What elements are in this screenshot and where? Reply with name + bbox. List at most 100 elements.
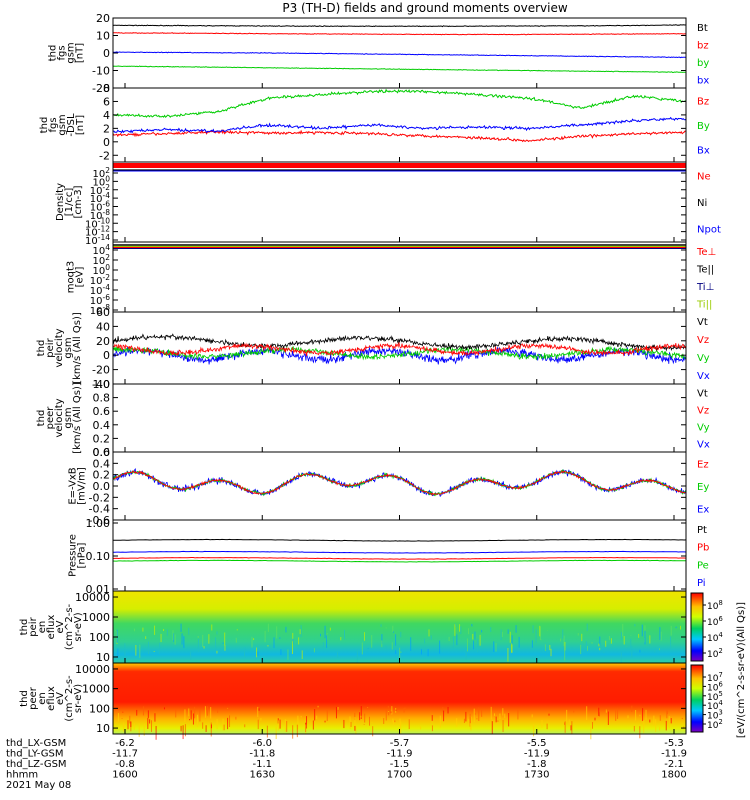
panel-efield: -0.6-0.4-0.20.00.20.40.6EzEyExE=-VxB[mV/… bbox=[68, 446, 710, 527]
y-tick-label: 1.0 bbox=[93, 378, 111, 391]
panel-peer_spec: 10000100010010107106105104103102thdpeere… bbox=[19, 662, 723, 740]
legend-entry: Pe bbox=[697, 560, 709, 571]
y-tick-label: 102 bbox=[92, 253, 110, 267]
colorbar bbox=[690, 592, 704, 662]
spectrogram-image bbox=[113, 663, 686, 734]
series-Bt bbox=[112, 24, 687, 28]
y-tick-label: 10-6 bbox=[90, 293, 110, 307]
panel-ylabel: thd bbox=[39, 117, 50, 134]
panel-pressure: 1.00 0.10 0.01 Pt Pb Pe Pi Pressure[nPa] bbox=[68, 517, 710, 596]
legend-entry: Ne bbox=[697, 171, 711, 182]
series-Pt bbox=[113, 538, 687, 542]
colorbar-tick-label: 107 bbox=[707, 671, 723, 684]
panel-frame bbox=[112, 383, 687, 453]
panel-ylabel: peir bbox=[28, 616, 39, 636]
panel-ylabel: [eV] bbox=[75, 267, 86, 288]
series-Vt bbox=[112, 333, 687, 352]
y-tick-label: -0.2 bbox=[89, 491, 110, 504]
y-tick-label: -0.6 bbox=[89, 514, 110, 527]
legend-entry: Ey bbox=[697, 482, 709, 493]
y-tick-label: 10-2 bbox=[90, 273, 110, 287]
y-tick-label: 0.0 bbox=[93, 480, 111, 493]
panel-ylabel: en bbox=[37, 621, 48, 634]
y-tick-label: 104 bbox=[92, 243, 110, 257]
x-axis-value: -1.1 bbox=[252, 759, 272, 770]
colorbar-tick-label: 104 bbox=[707, 631, 723, 644]
legend-entry: Ti|| bbox=[696, 299, 712, 310]
x-tick-label: 1800 bbox=[661, 770, 686, 781]
y-tick-label: 0 bbox=[103, 47, 110, 60]
y-tick-label: 100 bbox=[92, 263, 110, 277]
y-tick-label: 8 bbox=[103, 82, 110, 95]
y-tick-label: 10 bbox=[96, 30, 110, 43]
panel-peir_spec: 10000 1000 100 10 108 106 104 102 thdpeireneflux… bbox=[19, 590, 723, 665]
colorbar-tick-label: 106 bbox=[707, 680, 723, 693]
legend-entry: Bx bbox=[697, 146, 710, 157]
y-tick-label: 60 bbox=[96, 306, 110, 319]
panel-ylabel: sr-eV) bbox=[73, 684, 84, 713]
series-Vz bbox=[112, 342, 687, 357]
colorbar-label: [eV/(cm^2-s-sr-eV)(All Qs)] bbox=[736, 602, 747, 738]
panel-ylabel: (cm^2-s- bbox=[64, 603, 75, 650]
legend-entry: Vz bbox=[697, 335, 709, 346]
series-Pi bbox=[112, 550, 687, 554]
y-tick-label: 0.4 bbox=[93, 419, 111, 432]
series-Ey bbox=[112, 469, 687, 497]
x-axis-value: -1.5 bbox=[390, 759, 410, 770]
x-axis-value: -5.7 bbox=[390, 738, 410, 749]
y-tick-label: 10000 bbox=[75, 663, 110, 676]
legend-entry: Npot bbox=[697, 225, 721, 236]
series-Ne bbox=[113, 163, 686, 168]
colorbar-tick-label: 104 bbox=[707, 699, 723, 712]
legend-entry: Ti⊥ bbox=[696, 282, 714, 293]
x-axis-row-label: thd_LX-GSM bbox=[6, 738, 66, 749]
panel-ylabel: [1/cc] bbox=[64, 188, 75, 217]
panel-ylabel: sr-eV) bbox=[73, 612, 84, 641]
series-Bx bbox=[112, 116, 687, 134]
panel-ylabel: [nPa] bbox=[77, 542, 88, 568]
series-By bbox=[112, 88, 687, 118]
y-tick-label: 10-6 bbox=[90, 200, 110, 214]
x-axis-value: -11.9 bbox=[387, 749, 413, 760]
panel-ylabel: E=-VxB bbox=[68, 467, 79, 504]
legend-entry: Te|| bbox=[696, 264, 714, 275]
panel-ylabel: (cm^2-s- bbox=[64, 675, 75, 722]
legend-entry: Vt bbox=[697, 389, 708, 400]
panel-frame bbox=[112, 87, 687, 163]
y-tick-label: 10-12 bbox=[85, 225, 110, 239]
panel-ylabel: fgs bbox=[48, 117, 59, 132]
series-Ez bbox=[112, 469, 687, 497]
panel-ylabel: eV bbox=[55, 620, 66, 633]
x-axis-row-label: hhmm bbox=[6, 770, 38, 781]
legend-entry: Te⊥ bbox=[696, 247, 716, 258]
legend-entry: Vx bbox=[697, 371, 710, 382]
panel-ylabel: en bbox=[37, 692, 48, 705]
y-tick-label: 10-4 bbox=[90, 283, 110, 297]
y-tick-label: 10-8 bbox=[90, 208, 110, 222]
panel-ylabel: [nT] bbox=[75, 43, 86, 63]
y-tick-label: 6 bbox=[103, 95, 110, 108]
y-tick-label: 0.10 bbox=[86, 550, 111, 563]
legend-entry: bx bbox=[697, 75, 709, 86]
colorbar-tick-label: 108 bbox=[707, 599, 723, 612]
y-tick-label: 0.8 bbox=[93, 392, 111, 405]
panel-ylabel: velocity bbox=[54, 398, 65, 437]
panel-ylabel: peer bbox=[28, 686, 39, 710]
y-tick-label: 0.6 bbox=[93, 405, 111, 418]
y-tick-label: 1000 bbox=[82, 683, 110, 696]
panel-ylabel: thd bbox=[19, 619, 30, 636]
panel-ylabel: peir bbox=[45, 337, 56, 357]
x-axis-value: -11.9 bbox=[524, 749, 550, 760]
y-tick-label: 0 bbox=[103, 349, 110, 362]
legend-entry: Pt bbox=[697, 525, 707, 536]
legend-entry: Ex bbox=[697, 505, 709, 516]
panel-ylabel: [mV/m] bbox=[77, 467, 88, 505]
panel-ylabel: thd bbox=[19, 690, 30, 707]
y-tick-label: -20 bbox=[92, 82, 110, 95]
x-tick-label: 1730 bbox=[524, 770, 549, 781]
panel-ylabel: [nT] bbox=[75, 115, 86, 135]
y-tick-label: 10000 bbox=[75, 591, 110, 604]
legend-entry: Ez bbox=[697, 459, 709, 470]
